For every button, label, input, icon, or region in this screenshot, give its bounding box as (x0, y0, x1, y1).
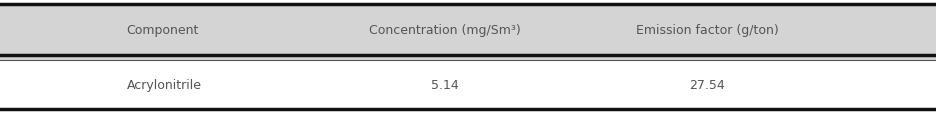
Text: Component: Component (126, 24, 198, 37)
Text: 27.54: 27.54 (689, 78, 724, 91)
Bar (0, 5, 936, 60)
Text: 5.14: 5.14 (431, 78, 459, 91)
Text: Emission factor (g/ton): Emission factor (g/ton) (636, 24, 778, 37)
Text: Acrylonitrile: Acrylonitrile (126, 78, 201, 91)
Bar (0, 60, 936, 109)
Text: Concentration (mg/Sm³): Concentration (mg/Sm³) (369, 24, 520, 37)
